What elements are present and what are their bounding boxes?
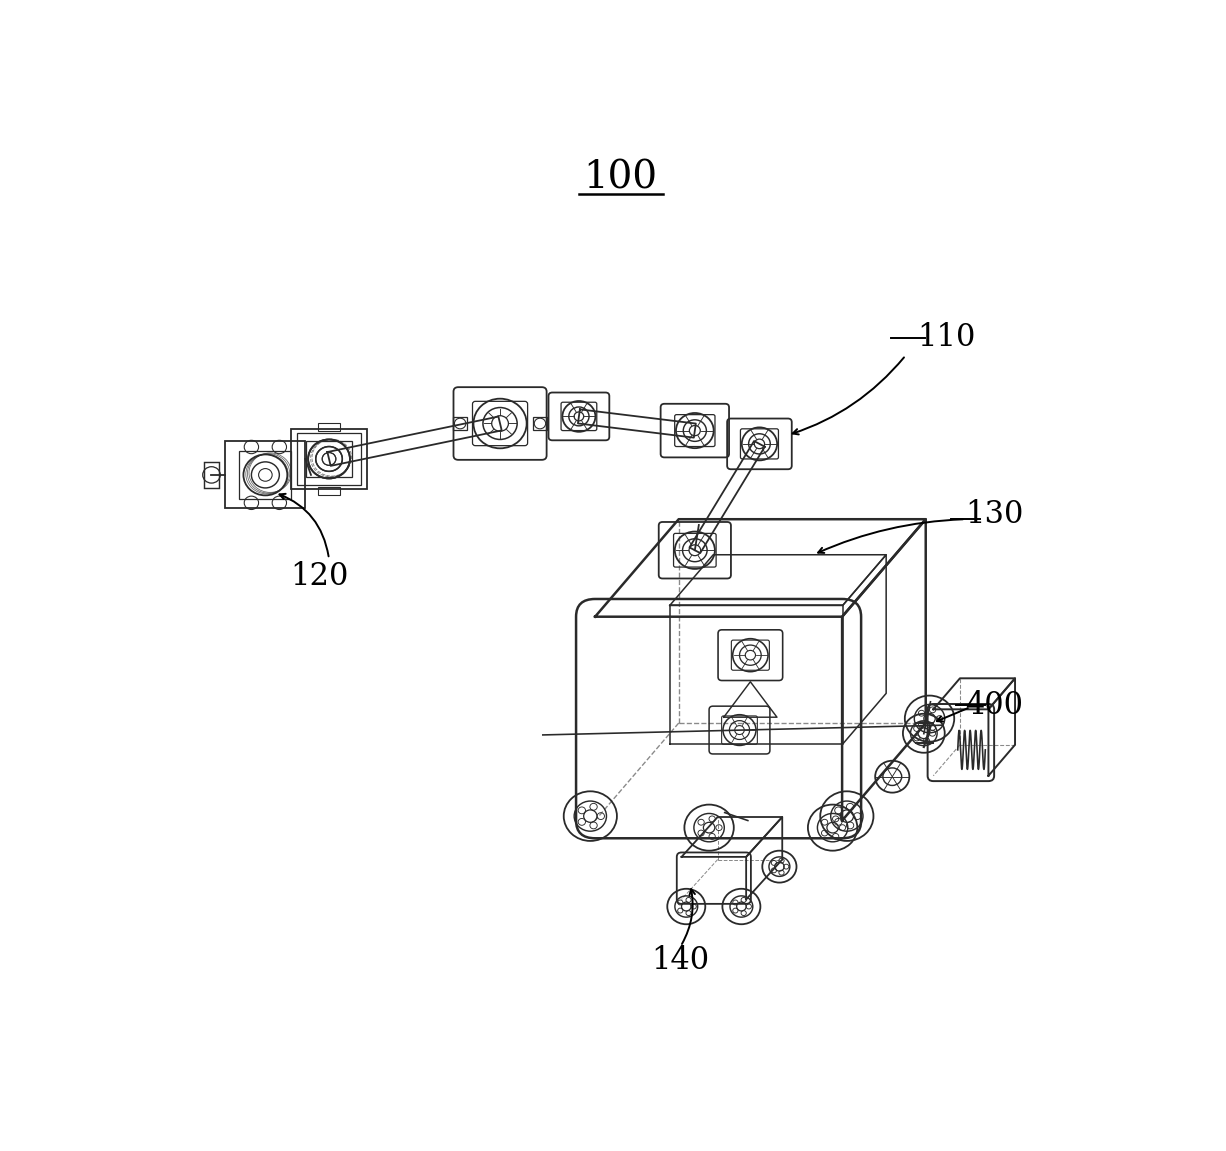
- Bar: [226, 441, 305, 509]
- Text: 110: 110: [917, 322, 976, 353]
- Text: 100: 100: [584, 160, 658, 197]
- Bar: [533, 417, 547, 429]
- Text: 130: 130: [965, 500, 1024, 531]
- Bar: [204, 462, 219, 488]
- Text: 400: 400: [965, 689, 1024, 721]
- Bar: [291, 429, 367, 489]
- Text: 120: 120: [291, 562, 348, 593]
- Bar: [454, 417, 467, 429]
- Bar: [318, 422, 341, 432]
- Text: 140: 140: [651, 945, 710, 976]
- Bar: [306, 441, 352, 477]
- Bar: [318, 487, 341, 495]
- Bar: [297, 433, 362, 485]
- Bar: [239, 451, 292, 500]
